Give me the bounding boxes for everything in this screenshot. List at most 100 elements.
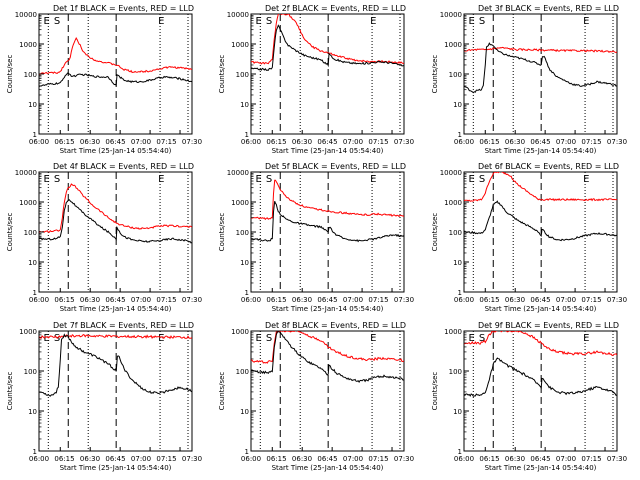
- y-tick-label: 1000: [444, 328, 462, 336]
- panel-title: Det 6f BLACK = Events, RED = LLD: [478, 162, 619, 171]
- y-axis-label: Counts/sec: [218, 55, 226, 94]
- x-axis-label: Start Time (25-Jan-14 05:54:40): [485, 464, 597, 472]
- marker-label: E: [158, 174, 164, 185]
- y-tick-label: 10: [453, 408, 462, 416]
- panel-title: Det 1f BLACK = Events, RED = LLD: [53, 4, 194, 13]
- marker-label: E: [583, 16, 589, 27]
- series-line-events: [251, 331, 404, 383]
- y-tick-label: 1: [245, 448, 249, 456]
- x-axis-label: Start Time (25-Jan-14 05:54:40): [485, 147, 597, 155]
- x-tick-label: 06:45: [105, 138, 125, 146]
- marker-label: E: [370, 174, 376, 185]
- x-tick-label: 07:30: [394, 138, 414, 146]
- y-tick-label: 100: [24, 71, 37, 79]
- marker-label: E: [583, 333, 589, 344]
- x-tick-label: 06:15: [479, 296, 499, 304]
- x-tick-label: 06:45: [317, 296, 337, 304]
- marker-label: E: [256, 16, 262, 27]
- marker-label: E: [158, 16, 164, 27]
- x-tick-label: 07:00: [556, 138, 576, 146]
- x-tick-label: 06:45: [530, 455, 550, 463]
- x-tick-label: 07:00: [343, 138, 363, 146]
- marker-label: S: [54, 174, 60, 185]
- marker-label: E: [256, 174, 262, 185]
- x-tick-label: 07:00: [343, 455, 363, 463]
- y-tick-label: 10: [453, 101, 462, 109]
- x-tick-label: 06:30: [292, 296, 312, 304]
- y-axis-label: Counts/sec: [218, 213, 226, 252]
- x-tick-label: 06:45: [530, 296, 550, 304]
- panel-title: Det 9f BLACK = Events, RED = LLD: [478, 321, 619, 330]
- x-tick-label: 07:00: [131, 455, 151, 463]
- marker-label: S: [266, 16, 272, 27]
- y-tick-label: 10: [28, 101, 37, 109]
- plot-frame: [38, 330, 193, 452]
- plot-frame: [463, 330, 618, 452]
- y-tick-label: 1: [458, 131, 462, 139]
- y-tick-label: 10000: [440, 169, 462, 177]
- y-tick-label: 1: [458, 448, 462, 456]
- x-tick-label: 06:30: [80, 296, 100, 304]
- x-tick-label: 06:00: [29, 455, 49, 463]
- x-tick-label: 07:30: [607, 296, 627, 304]
- series-line-events: [464, 42, 617, 94]
- x-tick-label: 06:15: [54, 296, 74, 304]
- x-axis-label: Start Time (25-Jan-14 05:54:40): [60, 305, 172, 313]
- x-tick-label: 06:45: [105, 455, 125, 463]
- y-tick-label: 1000: [19, 41, 37, 49]
- x-tick-label: 06:15: [266, 296, 286, 304]
- y-tick-label: 10000: [15, 169, 37, 177]
- x-tick-label: 06:45: [317, 455, 337, 463]
- x-tick-label: 06:30: [505, 296, 525, 304]
- y-tick-label: 1: [245, 131, 249, 139]
- x-tick-label: 06:30: [80, 138, 100, 146]
- x-axis-label: Start Time (25-Jan-14 05:54:40): [60, 464, 172, 472]
- x-tick-label: 06:30: [292, 455, 312, 463]
- marker-label: E: [469, 333, 475, 344]
- y-tick-label: 1000: [231, 328, 249, 336]
- y-tick-label: 100: [449, 229, 462, 237]
- series-line-lld: [464, 172, 617, 202]
- y-tick-label: 100: [236, 229, 249, 237]
- x-tick-label: 07:15: [368, 455, 388, 463]
- marker-label: E: [583, 174, 589, 185]
- x-tick-label: 07:00: [343, 296, 363, 304]
- x-axis-label: Start Time (25-Jan-14 05:54:40): [272, 305, 384, 313]
- y-tick-label: 10000: [15, 11, 37, 19]
- marker-label: E: [370, 333, 376, 344]
- x-tick-label: 06:00: [29, 138, 49, 146]
- series-line-lld: [251, 14, 404, 65]
- x-tick-label: 06:45: [317, 138, 337, 146]
- x-tick-label: 06:00: [454, 138, 474, 146]
- x-tick-label: 06:00: [241, 296, 261, 304]
- x-tick-label: 06:30: [80, 455, 100, 463]
- series-line-events: [39, 199, 192, 244]
- x-tick-label: 07:00: [131, 138, 151, 146]
- panel-title: Det 8f BLACK = Events, RED = LLD: [265, 321, 406, 330]
- x-tick-label: 07:30: [607, 455, 627, 463]
- x-tick-label: 06:30: [505, 138, 525, 146]
- x-tick-label: 06:15: [54, 455, 74, 463]
- series-line-events: [39, 72, 192, 88]
- y-tick-label: 1: [33, 448, 37, 456]
- x-axis-label: Start Time (25-Jan-14 05:54:40): [60, 147, 172, 155]
- panel-title: Det 5f BLACK = Events, RED = LLD: [265, 162, 406, 171]
- marker-label: E: [44, 16, 50, 27]
- x-tick-label: 07:15: [156, 296, 176, 304]
- x-tick-label: 07:00: [131, 296, 151, 304]
- x-tick-label: 07:00: [556, 296, 576, 304]
- y-tick-label: 1000: [444, 199, 462, 207]
- marker-label: E: [370, 16, 376, 27]
- series-line-lld: [251, 179, 404, 221]
- marker-label: E: [256, 333, 262, 344]
- x-tick-label: 07:30: [394, 455, 414, 463]
- marker-label: S: [54, 16, 60, 27]
- marker-label: S: [266, 333, 272, 344]
